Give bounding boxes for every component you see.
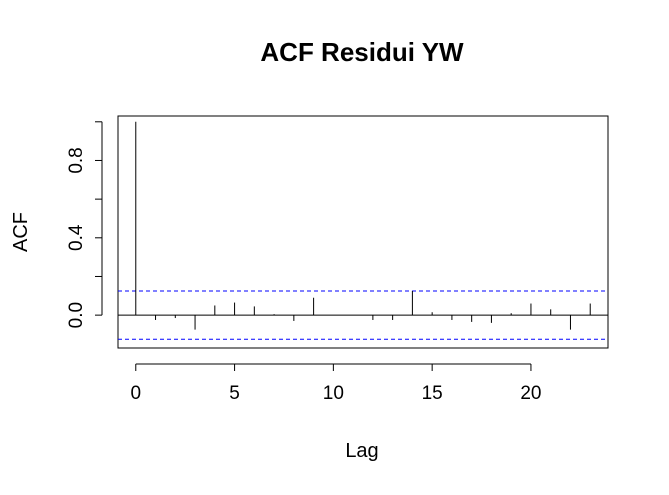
y-axis-label: ACF [10, 212, 32, 252]
x-axis: 0 5 10 15 20 [130, 363, 542, 404]
plot-frame [117, 115, 609, 349]
x-tick-label-0: 0 [130, 383, 141, 404]
x-axis-label: Lag [345, 440, 378, 462]
y-axis: 0.0 0.4 0.8 [66, 121, 103, 328]
y-tick-label-0: 0.0 [66, 302, 87, 328]
x-tick-label-15: 15 [422, 383, 443, 404]
y-tick-label-4: 0.8 [66, 147, 87, 173]
acf-marks [118, 121, 608, 340]
x-tick-label-10: 10 [323, 383, 344, 404]
chart-title: ACF Residui YW [260, 37, 464, 67]
x-tick-label-5: 5 [229, 383, 240, 404]
y-tick-label-2: 0.4 [66, 224, 87, 251]
x-tick-label-20: 20 [520, 383, 541, 404]
